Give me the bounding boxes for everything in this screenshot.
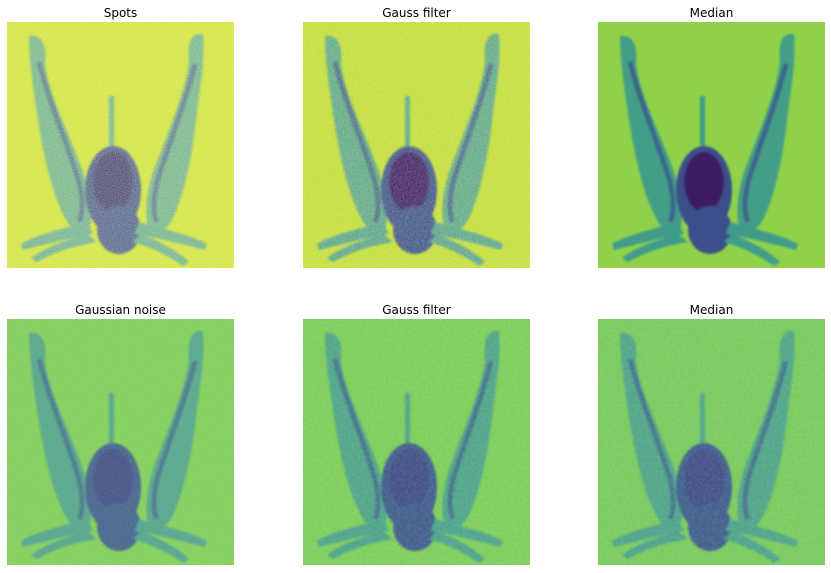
insect-figure [303, 22, 530, 268]
panel-title: Spots [103, 6, 138, 20]
image-median-spots [598, 22, 825, 268]
image-gaussian-noise [7, 319, 234, 565]
panel-title: Gauss filter [382, 6, 451, 20]
image-spots [7, 22, 234, 268]
panel-title: Gauss filter [382, 303, 451, 317]
insect-figure [598, 319, 825, 565]
panel-title: Median [689, 6, 734, 20]
insect-figure [598, 22, 825, 268]
insect-figure [303, 319, 530, 565]
image-median-gaussian [598, 319, 825, 565]
noise-overlay [303, 22, 530, 268]
noise-overlay [303, 319, 530, 565]
noise-overlay [7, 319, 234, 565]
noise-overlay [598, 319, 825, 565]
insect-figure [7, 319, 234, 565]
image-gauss-filter-gaussian [303, 319, 530, 565]
image-gauss-filter-spots [303, 22, 530, 268]
insect-figure [7, 22, 234, 268]
noise-overlay [598, 22, 825, 268]
panel-title: Median [689, 303, 734, 317]
panel-title: Gaussian noise [75, 303, 166, 317]
noise-overlay [7, 22, 234, 268]
